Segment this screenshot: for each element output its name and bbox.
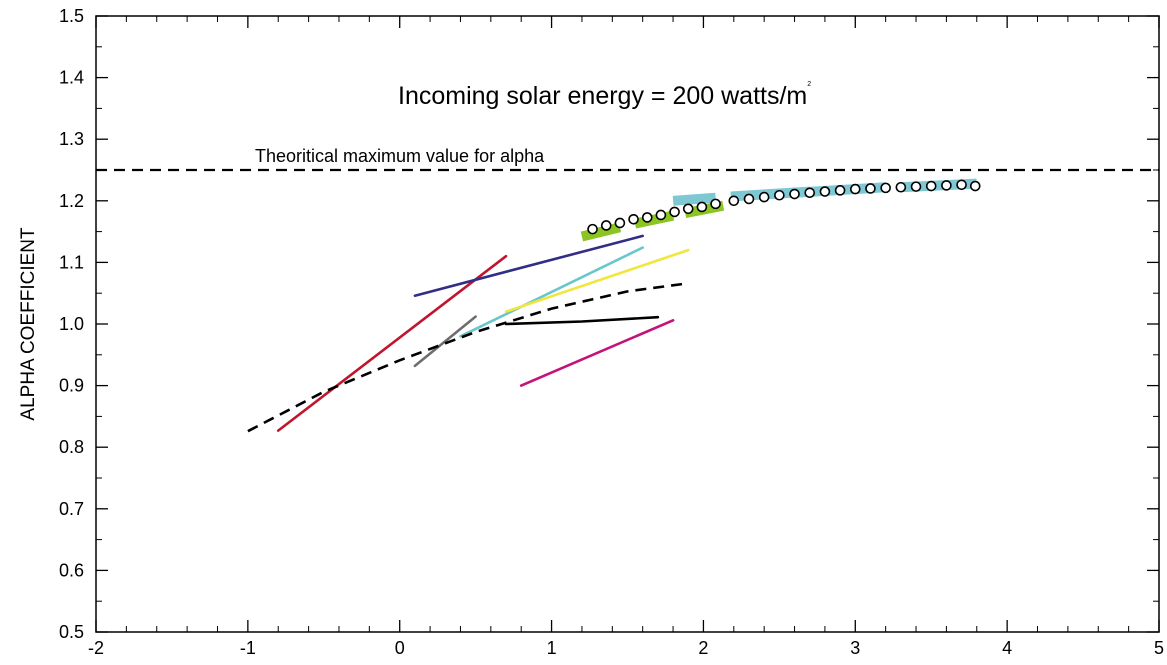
series-line: [504, 315, 660, 326]
reference-line-label: Theoritical maximum value for alpha: [255, 146, 545, 166]
data-point-circle: [628, 213, 639, 225]
data-band: [634, 210, 675, 229]
y-tick-label: 0.5: [59, 622, 84, 642]
chart-title-superscript: 2: [807, 81, 811, 88]
x-tick-label: 2: [698, 638, 708, 658]
y-tick-label: 0.7: [59, 499, 84, 519]
x-tick-label: 4: [1002, 638, 1012, 658]
series-line: [413, 315, 477, 368]
dashed-fit-curve: [247, 282, 689, 433]
data-point-circle: [774, 189, 785, 201]
x-tick-label: -2: [88, 638, 104, 658]
data-band: [580, 222, 622, 242]
data-band: [672, 192, 716, 206]
series-line: [413, 234, 645, 298]
data-point-circle: [865, 183, 876, 194]
data-point-circle: [834, 185, 846, 196]
y-tick-label: 1.4: [59, 68, 84, 88]
data-point-circle: [710, 198, 721, 210]
data-point-circle: [600, 220, 612, 231]
x-tick-label: -1: [240, 638, 256, 658]
data-point-circle: [758, 191, 770, 203]
data-point-circle: [696, 201, 708, 213]
data-point-circle: [587, 223, 598, 235]
y-tick-label: 1.2: [59, 191, 84, 211]
x-tick-label: 5: [1154, 638, 1164, 658]
series-line: [519, 318, 675, 387]
data-point-circle: [641, 212, 653, 223]
y-tick-label: 0.8: [59, 437, 84, 457]
y-tick-label: 1.5: [59, 6, 84, 26]
x-tick-label: 0: [395, 638, 405, 658]
data-point-circle: [969, 180, 981, 192]
data-point-circle: [669, 206, 680, 218]
x-tick-label: 1: [547, 638, 557, 658]
data-point-circle: [789, 188, 800, 200]
chart-title-main: Incoming solar energy = 200 watts/m: [398, 82, 807, 110]
data-point-circle: [925, 180, 937, 192]
x-tick-label: 3: [850, 638, 860, 658]
y-axis-label: ALPHA COEFFICIENT: [18, 227, 39, 421]
series-line: [504, 248, 690, 314]
data-point-circle: [614, 217, 626, 229]
data-point-circle: [655, 209, 667, 221]
data-point-circle: [728, 195, 740, 207]
y-tick-label: 0.9: [59, 376, 84, 396]
series-line: [459, 246, 645, 338]
data-point-circle: [804, 187, 816, 199]
y-tick-label: 1.0: [59, 314, 84, 334]
data-point-circle: [849, 183, 861, 195]
data-point-circle: [819, 186, 831, 197]
data-point-circle: [895, 181, 907, 193]
y-tick-label: 1.3: [59, 129, 84, 149]
data-point-circle: [910, 181, 922, 192]
data-point-circle: [880, 182, 891, 194]
chart-title: Incoming solar energy = 200 watts/m2: [398, 81, 811, 110]
y-tick-label: 0.6: [59, 560, 84, 580]
y-tick-label: 1.1: [59, 252, 84, 272]
data-point-circle: [682, 203, 694, 215]
series-line: [276, 254, 508, 432]
data-point-circle: [743, 193, 755, 205]
data-point-circle: [941, 180, 952, 191]
data-point-circle: [956, 179, 967, 191]
